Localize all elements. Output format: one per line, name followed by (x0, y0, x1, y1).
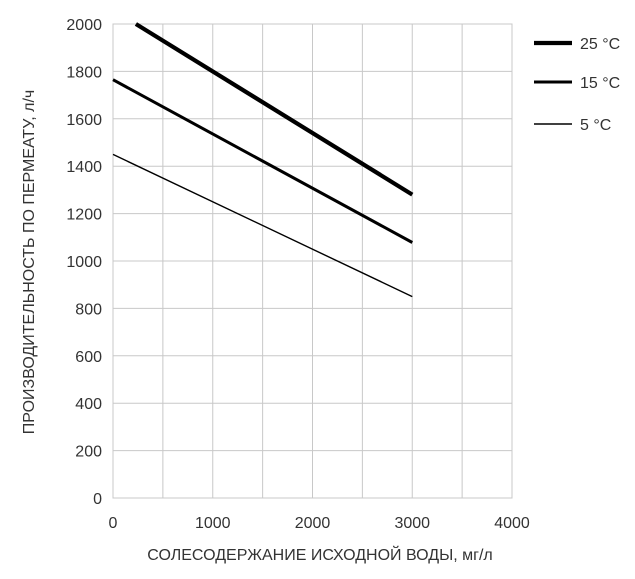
y-tick-label: 2000 (66, 17, 102, 34)
y-tick-label: 1200 (66, 207, 102, 224)
x-axis-label: СОЛЕСОДЕРЖАНИЕ ИСХОДНОЙ ВОДЫ, мг/л (147, 545, 492, 564)
legend-label-2: 5 °C (580, 117, 611, 134)
y-tick-label: 1000 (66, 254, 102, 271)
legend-label-0: 25 °C (580, 36, 620, 53)
legend: 25 °C 15 °C 5 °C (534, 36, 620, 134)
x-tick-label: 2000 (295, 515, 331, 532)
x-tick-label: 1000 (195, 515, 231, 532)
grid (112, 23, 513, 499)
series-lines (112, 22, 414, 298)
series-line-1 (112, 78, 414, 244)
y-tick-label: 600 (75, 349, 102, 366)
x-tick-label: 0 (109, 515, 118, 532)
y-tick-label: 200 (75, 444, 102, 461)
x-tick-label: 4000 (494, 515, 530, 532)
y-tick-label: 0 (93, 491, 102, 508)
y-tick-label: 400 (75, 396, 102, 413)
series-line-0 (134, 22, 414, 197)
legend-label-1: 15 °C (580, 75, 620, 92)
y-tick-label: 1400 (66, 159, 102, 176)
y-tick-label: 800 (75, 301, 102, 318)
plot-frame (112, 23, 513, 499)
y-tick-label: 1800 (66, 64, 102, 81)
y-tick-label: 1600 (66, 112, 102, 129)
series-line-2 (112, 153, 413, 298)
tick-labels: 0 1000 2000 3000 4000 0 200 400 600 800 1000 1200 14… (66, 17, 529, 532)
y-axis-label: ПРОИЗВОДИТЕЛЬНОСТЬ ПО ПЕРМЕАТУ, л/ч (21, 90, 38, 434)
x-tick-label: 3000 (394, 515, 430, 532)
